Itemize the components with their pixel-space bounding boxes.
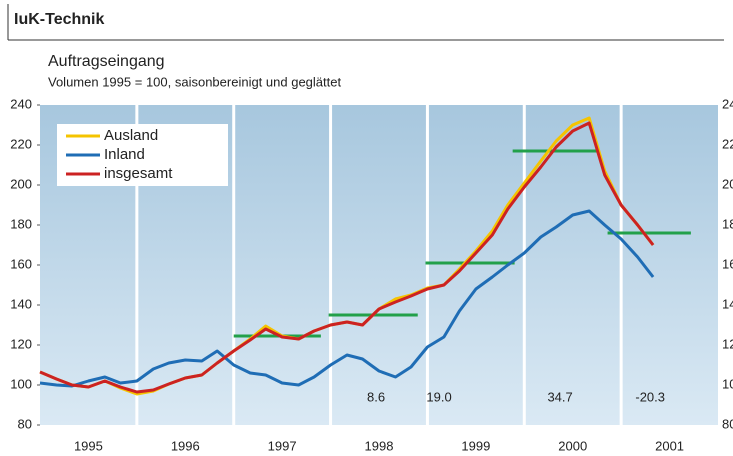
y-tick-label: 200	[10, 176, 32, 191]
y-tick-label: 120	[10, 336, 32, 351]
chart-title: Auftragseingang	[48, 53, 165, 70]
header-title: IuK-Technik	[14, 11, 104, 28]
x-tick-label: 1996	[171, 438, 200, 453]
y2-tick-label: 80	[722, 416, 733, 431]
annotation: 34.7	[547, 389, 572, 404]
y2-tick-label: 220	[722, 136, 733, 151]
y2-tick-label: 240	[722, 96, 733, 111]
series-line	[39, 121, 655, 394]
annotation: 19.0	[426, 389, 451, 404]
annotation: 8.6	[367, 389, 385, 404]
y-tick-label: 220	[10, 136, 32, 151]
y-tick-label: 100	[10, 376, 32, 391]
y-tick-label: 240	[10, 96, 32, 111]
x-tick-label: 2000	[558, 438, 587, 453]
y-tick-label: 140	[10, 296, 32, 311]
y2-tick-label: 180	[722, 216, 733, 231]
y-tick-label: 160	[10, 256, 32, 271]
y-tick-label: 180	[10, 216, 32, 231]
y2-tick-label: 140	[722, 296, 733, 311]
y2-tick-label: 160	[722, 256, 733, 271]
legend-label: Ausland	[104, 127, 158, 144]
y-tick-label: 80	[18, 416, 32, 431]
y2-tick-label: 120	[722, 336, 733, 351]
legend-label: Inland	[104, 146, 145, 163]
annotation: -20.3	[635, 389, 665, 404]
x-tick-label: 2001	[655, 438, 684, 453]
x-tick-label: 1997	[268, 438, 297, 453]
legend-label: insgesamt	[104, 165, 173, 182]
chart-subtitle: Volumen 1995 = 100, saisonbereinigt und …	[48, 74, 341, 89]
x-tick-label: 1995	[74, 438, 103, 453]
y2-tick-label: 200	[722, 176, 733, 191]
series-line	[39, 209, 655, 388]
x-tick-label: 1999	[461, 438, 490, 453]
x-tick-label: 1998	[365, 438, 394, 453]
y2-tick-label: 100	[722, 376, 733, 391]
